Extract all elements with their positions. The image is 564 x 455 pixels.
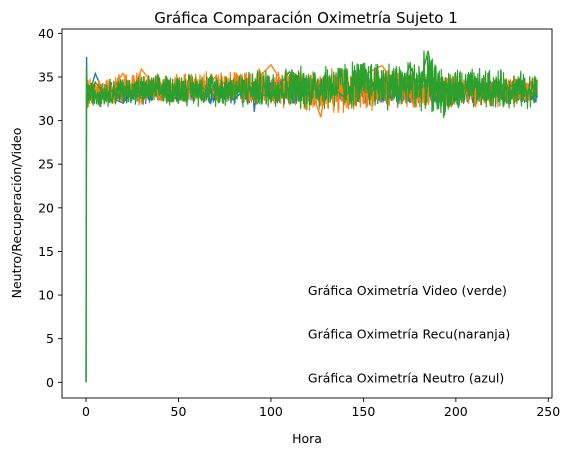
x-axis-title: Hora (292, 431, 322, 446)
x-tick-label: 250 (536, 404, 560, 419)
annotations: Gráfica Oximetría Video (verde) Gráfica O… (308, 283, 510, 385)
y-tick-label: 40 (38, 26, 54, 41)
y-tick-label: 0 (46, 375, 54, 390)
y-axis: 0 5 10 15 20 25 30 35 40 (38, 26, 62, 390)
y-tick-label: 30 (38, 113, 54, 128)
annotation-text: Gráfica Oximetría Video (verde) (308, 283, 507, 298)
series-3-keypoints (85, 50, 538, 383)
y-tick-label: 10 (38, 288, 54, 303)
y-tick-label: 35 (38, 69, 54, 84)
plot-area-frame (61, 28, 553, 399)
annotation-text: Gráfica Oximetría Neutro (azul) (308, 370, 504, 385)
y-tick-label: 25 (38, 157, 54, 172)
x-tick-label: 50 (171, 404, 187, 419)
x-tick-label: 150 (351, 404, 375, 419)
annotation-text: Gráfica Oximetría Recu(naranja) (308, 327, 510, 342)
x-tick-label: 100 (259, 404, 283, 419)
x-axis: 0 50 100 150 200 250 (82, 398, 560, 419)
y-tick-label: 5 (46, 331, 54, 346)
series-3-line (85, 50, 538, 383)
chart-title: Gráfica Comparación Oximetría Sujeto 1 (154, 9, 458, 27)
x-tick-label: 200 (444, 404, 468, 419)
y-axis-title: Neutro/Recuperación/Video (9, 128, 24, 299)
x-tick-label: 0 (82, 404, 90, 419)
y-tick-label: 20 (38, 200, 54, 215)
y-tick-label: 15 (38, 244, 54, 259)
